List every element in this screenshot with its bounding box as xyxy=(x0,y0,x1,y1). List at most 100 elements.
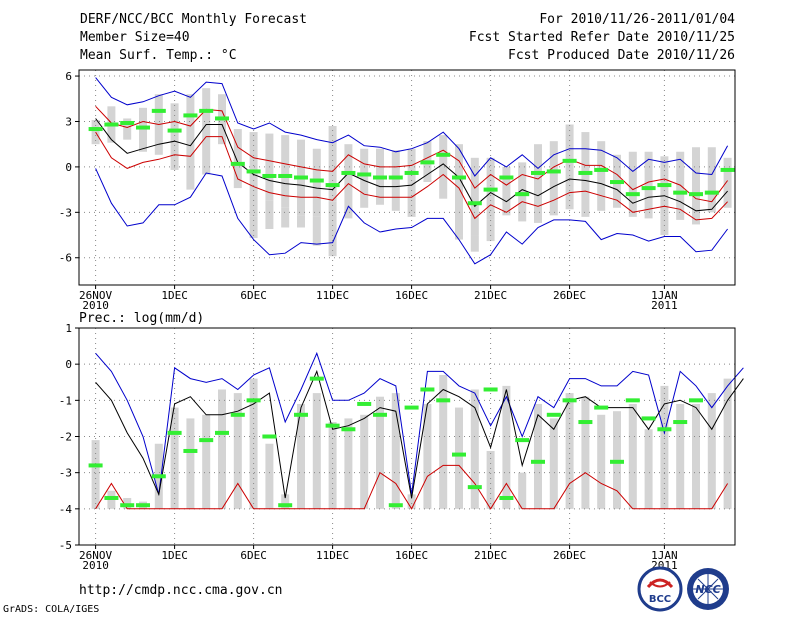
x-tick-label: 6DEC xyxy=(240,289,267,302)
median-mark xyxy=(452,452,466,457)
quartile-box xyxy=(628,403,637,509)
median-mark xyxy=(88,127,103,132)
quartile-box xyxy=(676,151,685,220)
x-tick-label: 1JAN xyxy=(651,549,678,562)
quartile-box xyxy=(470,157,479,236)
quartile-box xyxy=(170,103,179,170)
quartile-box xyxy=(233,393,242,509)
median-mark xyxy=(183,448,198,453)
quartile-box xyxy=(139,107,147,152)
median-mark xyxy=(578,170,593,175)
quartile-box xyxy=(202,414,211,509)
quartile-box xyxy=(692,403,700,509)
x-tick-label: 26DEC xyxy=(553,549,586,562)
svg-text:BCC: BCC xyxy=(649,594,671,605)
median-mark xyxy=(278,173,293,178)
x-tick-label: 26NOV xyxy=(79,549,112,562)
median-mark xyxy=(546,169,561,174)
median-mark xyxy=(546,412,561,417)
median-mark xyxy=(151,108,166,113)
x-tick-year-label: 2010 xyxy=(82,299,109,312)
y-tick-label: -3 xyxy=(59,467,72,480)
median-mark xyxy=(562,158,577,163)
median-mark xyxy=(610,180,624,185)
forecast-started-date: Fcst Started Refer Date 2010/11/25 xyxy=(468,30,735,45)
series-line-mean xyxy=(95,118,728,212)
quartile-box xyxy=(91,440,100,509)
grads-credit: GrADS: COLA/IGES xyxy=(3,604,100,615)
quartile-box xyxy=(502,385,511,509)
median-mark xyxy=(625,398,640,403)
median-mark xyxy=(325,423,340,428)
quartile-box xyxy=(328,126,337,202)
y-tick-label: -4 xyxy=(59,503,73,516)
quartile-box-extension xyxy=(249,216,258,239)
series-line-max xyxy=(95,77,729,177)
x-tick-label: 6DEC xyxy=(240,549,267,562)
y-tick-label: -5 xyxy=(59,539,72,552)
median-mark xyxy=(309,376,324,381)
median-mark xyxy=(689,192,703,197)
x-tick-label: 1JAN xyxy=(651,289,678,302)
median-mark xyxy=(215,116,229,121)
quartile-box xyxy=(312,393,321,509)
quartile-box xyxy=(360,148,369,208)
median-mark xyxy=(136,125,150,130)
median-mark xyxy=(388,175,403,180)
median-mark xyxy=(483,387,498,392)
quartile-box xyxy=(312,148,321,217)
member-size: Member Size=40 xyxy=(80,30,190,45)
median-mark xyxy=(515,192,530,197)
median-mark xyxy=(641,186,656,191)
quartile-box xyxy=(455,144,463,236)
median-mark xyxy=(594,405,609,410)
quartile-box xyxy=(91,119,100,145)
quartile-box xyxy=(391,393,400,509)
y-tick-label: -1 xyxy=(59,394,72,407)
median-mark xyxy=(151,474,166,479)
series-line-upper xyxy=(95,105,729,203)
median-mark xyxy=(404,170,419,175)
quartile-box xyxy=(707,393,716,509)
y-tick-label: 6 xyxy=(65,70,72,83)
median-mark xyxy=(673,420,688,425)
median-mark xyxy=(230,412,245,417)
quartile-box-extension xyxy=(328,201,337,257)
x-tick-label: 26DEC xyxy=(553,289,586,302)
median-mark xyxy=(341,427,356,432)
quartile-box xyxy=(344,144,353,219)
quartile-box xyxy=(597,141,606,211)
quartile-box xyxy=(565,393,574,509)
median-mark xyxy=(325,183,340,188)
median-mark xyxy=(309,178,324,183)
median-mark xyxy=(467,201,482,206)
chart-title: DERF/NCC/BCC Monthly Forecast xyxy=(80,12,307,27)
x-tick-label: 16DEC xyxy=(395,289,428,302)
quartile-box xyxy=(549,141,558,216)
quartile-box xyxy=(676,403,685,509)
quartile-box xyxy=(281,494,290,509)
median-mark xyxy=(341,170,356,175)
series-line-lower xyxy=(95,131,728,221)
x-tick-label: 21DEC xyxy=(474,549,507,562)
plot-frame xyxy=(78,69,736,286)
quartile-box-extension xyxy=(470,235,479,252)
quartile-box xyxy=(644,429,653,509)
source-url[interactable]: http://cmdp.ncc.cma.gov.cn xyxy=(79,583,283,598)
quartile-box xyxy=(597,414,606,509)
median-mark xyxy=(373,412,387,417)
quartile-box xyxy=(534,144,542,223)
median-mark xyxy=(278,503,293,508)
quartile-box xyxy=(518,472,527,509)
median-mark xyxy=(215,430,229,435)
median-mark xyxy=(167,128,182,133)
median-mark xyxy=(704,190,719,195)
median-mark xyxy=(246,398,261,403)
x-tick-label: 21DEC xyxy=(474,289,507,302)
median-mark xyxy=(483,187,498,192)
quartile-box xyxy=(391,150,400,211)
median-mark xyxy=(562,398,577,403)
x-tick-label: 11DEC xyxy=(316,549,349,562)
x-tick-label: 16DEC xyxy=(395,549,428,562)
